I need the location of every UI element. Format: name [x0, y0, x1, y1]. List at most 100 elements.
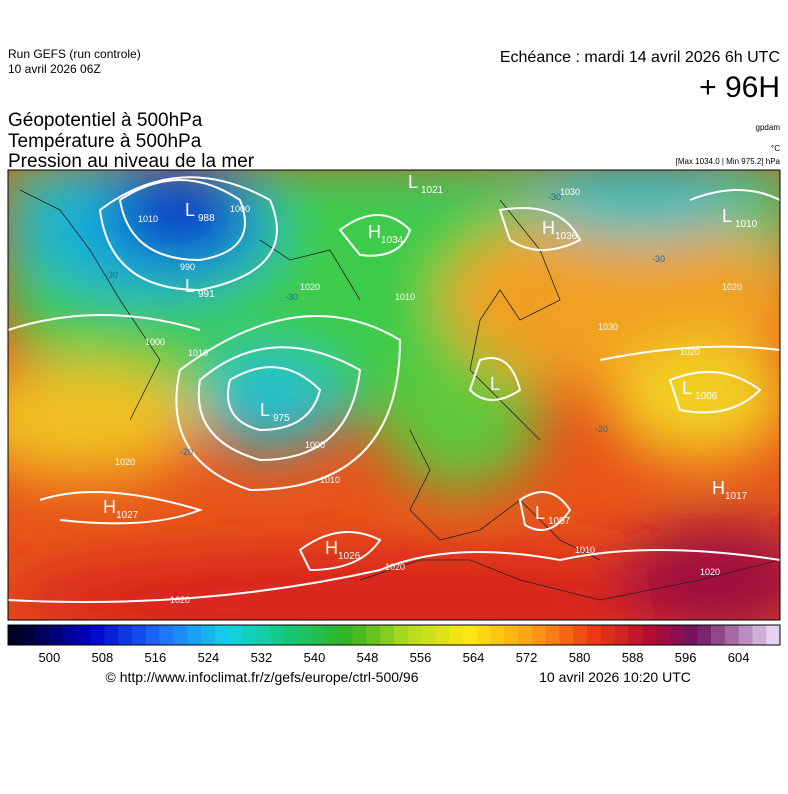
colorbar-tick-label: 500 — [39, 650, 61, 665]
colorbar-swatch — [628, 625, 643, 645]
center-value: 1034 — [381, 235, 404, 246]
colorbar-swatch — [600, 625, 615, 645]
colorbar-swatch — [545, 625, 560, 645]
colorbar-swatch — [697, 625, 712, 645]
isobar-label: 1010 — [320, 475, 340, 485]
issued: 10 avril 2026 10:20 UTC — [539, 669, 691, 685]
center-value: 975 — [273, 413, 290, 424]
center-value: 1006 — [695, 391, 718, 402]
isobar-label: 1000 — [145, 337, 165, 347]
colorbar-swatch — [766, 625, 781, 645]
center-type: H — [103, 497, 116, 517]
map-frame — [7, 169, 781, 621]
colorbar-swatch — [325, 625, 340, 645]
title: Température à 500hPa — [8, 131, 202, 152]
temp-label: -30 — [285, 292, 298, 302]
colorbar-swatch — [352, 625, 367, 645]
colorbar-swatch — [655, 625, 671, 645]
center-type: H — [712, 478, 725, 498]
center-value: 1007 — [548, 516, 571, 527]
colorbar-swatch — [435, 625, 450, 645]
colorbar-swatch — [669, 625, 684, 645]
colorbar-tick-label: 540 — [304, 650, 326, 665]
isobar-label: 1010 — [575, 545, 595, 555]
isobar-label: 1020 — [385, 562, 405, 572]
colorbar-swatch — [366, 625, 381, 645]
isobar-label: 1020 — [700, 567, 720, 577]
colorbar-swatch — [476, 625, 491, 645]
colorbar-swatch — [738, 625, 753, 645]
colorbar-swatch — [8, 625, 23, 645]
center-value: 1027 — [116, 510, 139, 521]
center-value: 1017 — [725, 491, 748, 502]
isobar-label: 1020 — [170, 595, 190, 605]
colorbar-tick-label: 524 — [198, 650, 220, 665]
colorbar-tick-label: 516 — [145, 650, 167, 665]
colorbar-swatch — [642, 625, 657, 645]
unit: gpdam — [756, 123, 781, 132]
isobar-label: 1020 — [680, 347, 700, 357]
colorbar-swatch — [297, 625, 312, 645]
center-value: 1021 — [421, 185, 444, 196]
title: Pression au niveau de la mer — [8, 151, 255, 172]
isobar-label: 1010 — [138, 214, 158, 224]
colorbar-tick-label: 548 — [357, 650, 379, 665]
colorbar-swatch — [531, 625, 546, 645]
isobar-label: 1000 — [230, 204, 250, 214]
colorbar-swatch — [283, 625, 298, 645]
colorbar-swatch — [145, 625, 160, 645]
center-type: L — [185, 276, 195, 296]
colorbar-swatch — [269, 625, 285, 645]
colorbar-swatch — [490, 625, 505, 645]
colorbar-swatch — [394, 625, 409, 645]
temp-label: -20 — [180, 447, 193, 457]
colorbar-swatch — [132, 625, 147, 645]
center-type: L — [490, 374, 500, 394]
isobar-label: 1020 — [300, 282, 320, 292]
colorbar-tick-label: 596 — [675, 650, 697, 665]
temp-label: -30 — [548, 192, 561, 202]
colorbar-swatch — [76, 625, 92, 645]
colorbar-swatch — [228, 625, 243, 645]
title: Géopotentiel à 500hPa — [8, 110, 203, 131]
isobar-label: 1000 — [305, 440, 325, 450]
colorbar-tick-label: 572 — [516, 650, 538, 665]
isobar-label: 1030 — [560, 187, 580, 197]
colorbar-swatch — [63, 625, 78, 645]
colorbar-swatch — [614, 625, 629, 645]
colorbar-swatch — [90, 625, 105, 645]
colorbar-frame — [7, 624, 781, 646]
run: Run GEFS (run controle) — [8, 47, 141, 61]
range: [Max 1034.0 | Min 975.2] hPa — [676, 157, 781, 166]
map — [8, 170, 780, 620]
colorbar-swatch — [311, 625, 326, 645]
isobar-label: 990 — [180, 262, 195, 272]
isobar-label: 1010 — [395, 292, 415, 302]
temp-label: -30 — [105, 270, 118, 280]
center-type: L — [722, 206, 732, 226]
temp-label: -20 — [595, 424, 608, 434]
colorbar-swatch — [752, 625, 767, 645]
colorbar-swatch — [104, 625, 119, 645]
run-date: 10 avril 2026 06Z — [8, 62, 101, 76]
isobar-label: 1020 — [722, 282, 742, 292]
colorbar-swatch — [421, 625, 436, 645]
colorbar-swatch — [35, 625, 50, 645]
colorbar-swatch — [407, 625, 422, 645]
colorbar-swatch — [21, 625, 36, 645]
colorbar-swatch — [683, 625, 698, 645]
colorbar-swatch — [49, 625, 64, 645]
center-type: L — [260, 400, 270, 420]
center-type: L — [682, 378, 692, 398]
isobar-label: 1030 — [598, 322, 618, 332]
colorbar-swatch — [573, 625, 588, 645]
colorbar-swatch — [118, 625, 133, 645]
colorbar-tick-label: 580 — [569, 650, 591, 665]
colorbar-tick-label: 588 — [622, 650, 644, 665]
colorbar-swatch — [724, 625, 739, 645]
colorbar-swatch — [187, 625, 202, 645]
colorbar-swatch — [380, 625, 395, 645]
colorbar-swatch — [159, 625, 174, 645]
lead-time: + 96H — [699, 71, 780, 104]
